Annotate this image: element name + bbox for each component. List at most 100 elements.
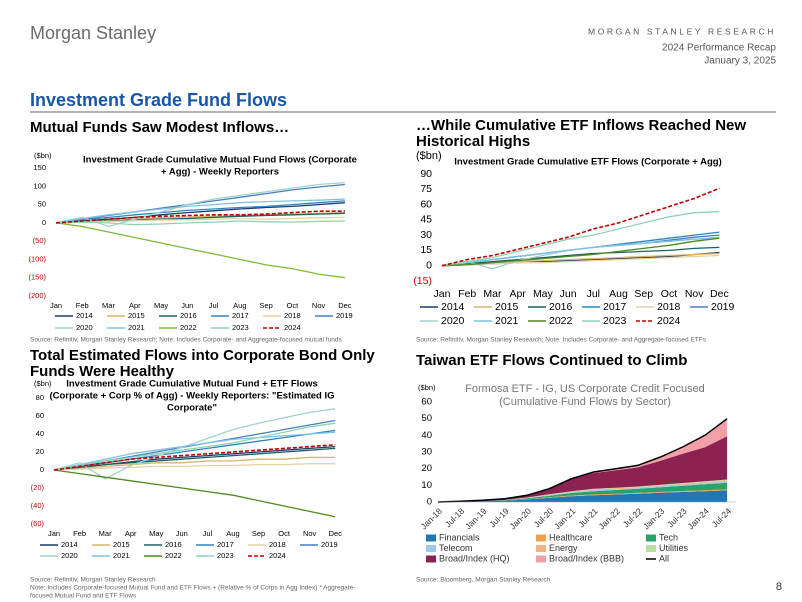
legend-label: 2023 <box>603 315 627 327</box>
legend-label: 2014 <box>76 311 93 320</box>
y-tick-label: 40 <box>36 429 44 438</box>
x-tick-label: Oct <box>661 288 677 300</box>
legend-label: 2019 <box>336 311 353 320</box>
series-line <box>55 198 345 224</box>
panel-heading: Total Estimated Flows into Corporate Bon… <box>30 347 375 364</box>
x-tick-label: Sep <box>252 529 265 538</box>
legend-swatch <box>536 545 546 552</box>
series-line <box>53 431 336 471</box>
chart-title: Formosa ETF - IG, US Corporate Credit Fo… <box>465 383 705 395</box>
y-tick-label: 80 <box>36 393 44 402</box>
x-tick-label: Jul-21 <box>576 506 600 530</box>
x-tick-label: Nov <box>303 529 317 538</box>
chart-title: (Corporate + Corp % of Agg) - Weekly Rep… <box>49 391 334 402</box>
x-tick-label: Nov <box>312 301 326 310</box>
y-tick-label: 15 <box>420 244 432 256</box>
y-tick-label: 45 <box>420 214 432 226</box>
legend-label: 2020 <box>441 315 465 327</box>
x-tick-label: Jan-21 <box>552 506 578 532</box>
legend-label: 2015 <box>128 311 145 320</box>
slide-title: Investment Grade Fund Flows <box>30 90 287 110</box>
y-tick-label: (200) <box>28 291 46 300</box>
chart-title: Investment Grade Cumulative ETF Flows (C… <box>454 157 722 168</box>
y-tick-label: (50) <box>33 236 47 245</box>
total-line <box>437 418 728 503</box>
x-tick-label: Jul <box>587 288 600 300</box>
series-line <box>55 183 345 224</box>
x-tick-label: Jan-23 <box>641 506 667 532</box>
y-tick-label: (15) <box>413 275 432 287</box>
chart-title: Corporate" <box>167 403 217 414</box>
x-tick-label: May <box>154 301 168 310</box>
y-axis-label: ($bn) <box>418 383 436 392</box>
y-tick-label: 0 <box>42 218 46 227</box>
x-tick-label: Jan-24 <box>685 506 711 532</box>
legend-label: 2023 <box>232 323 249 332</box>
series-line <box>55 216 345 224</box>
panel-heading: Funds Were Healthy <box>30 363 175 380</box>
legend-label: 2016 <box>180 311 197 320</box>
legend-label: 2019 <box>711 301 735 313</box>
x-tick-label: Mar <box>102 301 115 310</box>
x-tick-label: Sep <box>634 288 653 300</box>
series-line <box>53 469 336 518</box>
legend-label: 2021 <box>495 315 519 327</box>
series-line <box>53 463 336 471</box>
legend-label: Telecom <box>439 543 473 553</box>
legend-swatch <box>646 545 656 552</box>
x-tick-label: Jul-23 <box>665 506 689 530</box>
x-tick-label: Jan-19 <box>463 506 489 532</box>
panel-heading: …While Cumulative ETF Inflows Reached Ne… <box>416 117 746 134</box>
research-label: MORGAN STANLEY RESEARCH <box>588 26 776 36</box>
series-line <box>55 220 345 226</box>
y-tick-label: 60 <box>36 411 44 420</box>
chart-title: Investment Grade Cumulative Mutual Fund … <box>83 155 357 166</box>
stacked-area <box>438 481 728 502</box>
y-tick-label: 20 <box>36 447 44 456</box>
x-tick-label: Jul-22 <box>621 506 645 530</box>
y-tick-label: 30 <box>421 447 432 458</box>
x-tick-label: Jul <box>203 529 213 538</box>
x-tick-label: Feb <box>76 301 89 310</box>
y-tick-label: 20 <box>421 463 432 474</box>
y-tick-label: 50 <box>421 413 432 424</box>
x-tick-label: Aug <box>609 288 628 300</box>
y-tick-label: (40) <box>31 501 45 510</box>
x-tick-label: Mar <box>99 529 112 538</box>
series-line <box>55 181 345 228</box>
y-tick-label: 60 <box>421 397 432 408</box>
stacked-area <box>438 480 728 502</box>
x-tick-label: Aug <box>226 529 239 538</box>
series-line <box>55 222 345 279</box>
x-tick-label: Mar <box>483 288 502 300</box>
series-line <box>441 237 720 267</box>
y-axis-label: ($bn) <box>416 150 442 162</box>
y-tick-label: 40 <box>421 430 432 441</box>
legend-label: 2021 <box>128 323 145 332</box>
legend-label: 2024 <box>269 551 286 560</box>
x-tick-label: Jul-24 <box>710 506 734 530</box>
x-tick-label: Jan <box>50 301 62 310</box>
legend-label: Financials <box>439 532 480 542</box>
x-tick-label: Jan-18 <box>419 506 445 532</box>
series-line <box>53 456 336 471</box>
y-tick-label: (100) <box>28 254 46 263</box>
panel-heading: Taiwan ETF Flows Continued to Climb <box>416 352 687 369</box>
chart-title: Investment Grade Cumulative Mutual Fund … <box>66 379 318 390</box>
x-tick-label: Dec <box>329 529 343 538</box>
x-tick-label: Apr <box>509 288 526 300</box>
series-line <box>53 447 336 471</box>
logo: Morgan Stanley <box>30 23 156 43</box>
x-tick-label: Jun <box>560 288 577 300</box>
y-tick-label: 150 <box>33 163 46 172</box>
x-tick-label: Jan-22 <box>596 506 622 532</box>
y-tick-label: 10 <box>421 480 432 491</box>
x-tick-label: Oct <box>287 301 300 310</box>
legend-swatch <box>646 534 656 542</box>
x-tick-label: Oct <box>278 529 291 538</box>
y-tick-label: 0 <box>40 465 44 474</box>
source-note: focused Mutual Fund and ETF Flows <box>30 593 137 600</box>
legend-label: 2022 <box>165 551 182 560</box>
